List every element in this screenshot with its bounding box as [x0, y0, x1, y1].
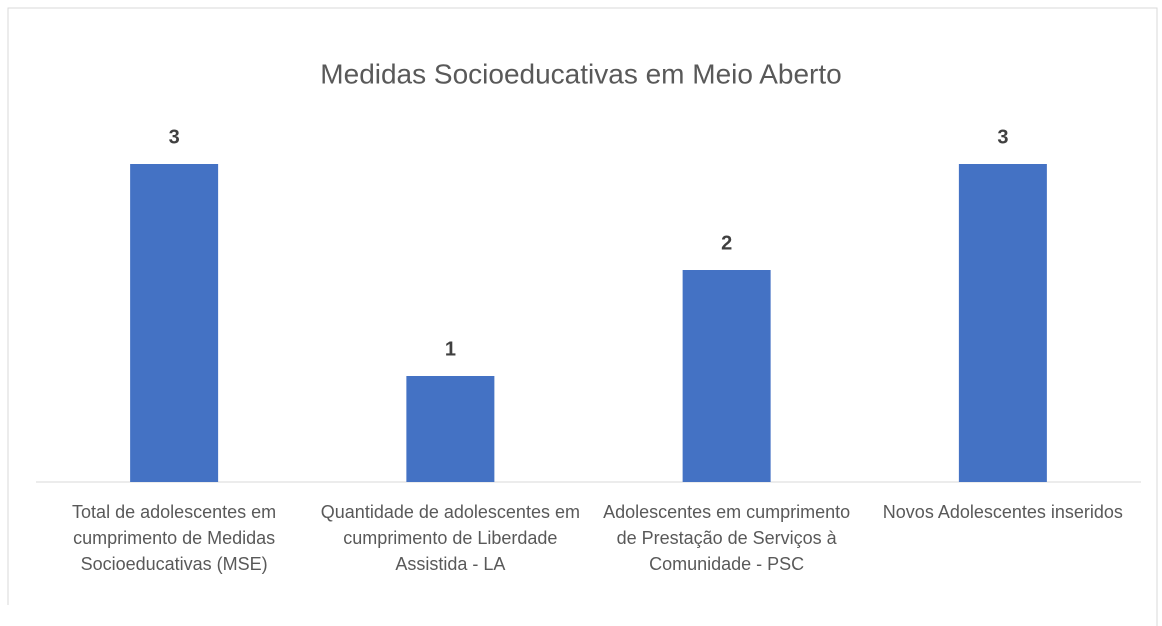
- x-tick-label: Novos Adolescentes inseridos: [882, 502, 1123, 522]
- bar: [406, 376, 495, 482]
- x-tick-label: Total de adolescentes em cumprimento de …: [72, 502, 277, 574]
- data-label: 2: [721, 232, 732, 254]
- data-label: 3: [169, 126, 180, 148]
- chart-border: [7, 7, 1158, 626]
- x-tick-label: Quantidade de adolescentes em cumpriment…: [320, 502, 580, 574]
- bar: [682, 270, 771, 482]
- data-label: 1: [445, 338, 456, 360]
- bar: [958, 164, 1047, 482]
- bar: [130, 164, 219, 482]
- x-tick-label: Adolescentes em cumprimento de Prestação…: [603, 502, 851, 574]
- data-label: 3: [997, 126, 1008, 148]
- chart-title: Medidas Socioeducativas em Meio Aberto: [320, 58, 841, 89]
